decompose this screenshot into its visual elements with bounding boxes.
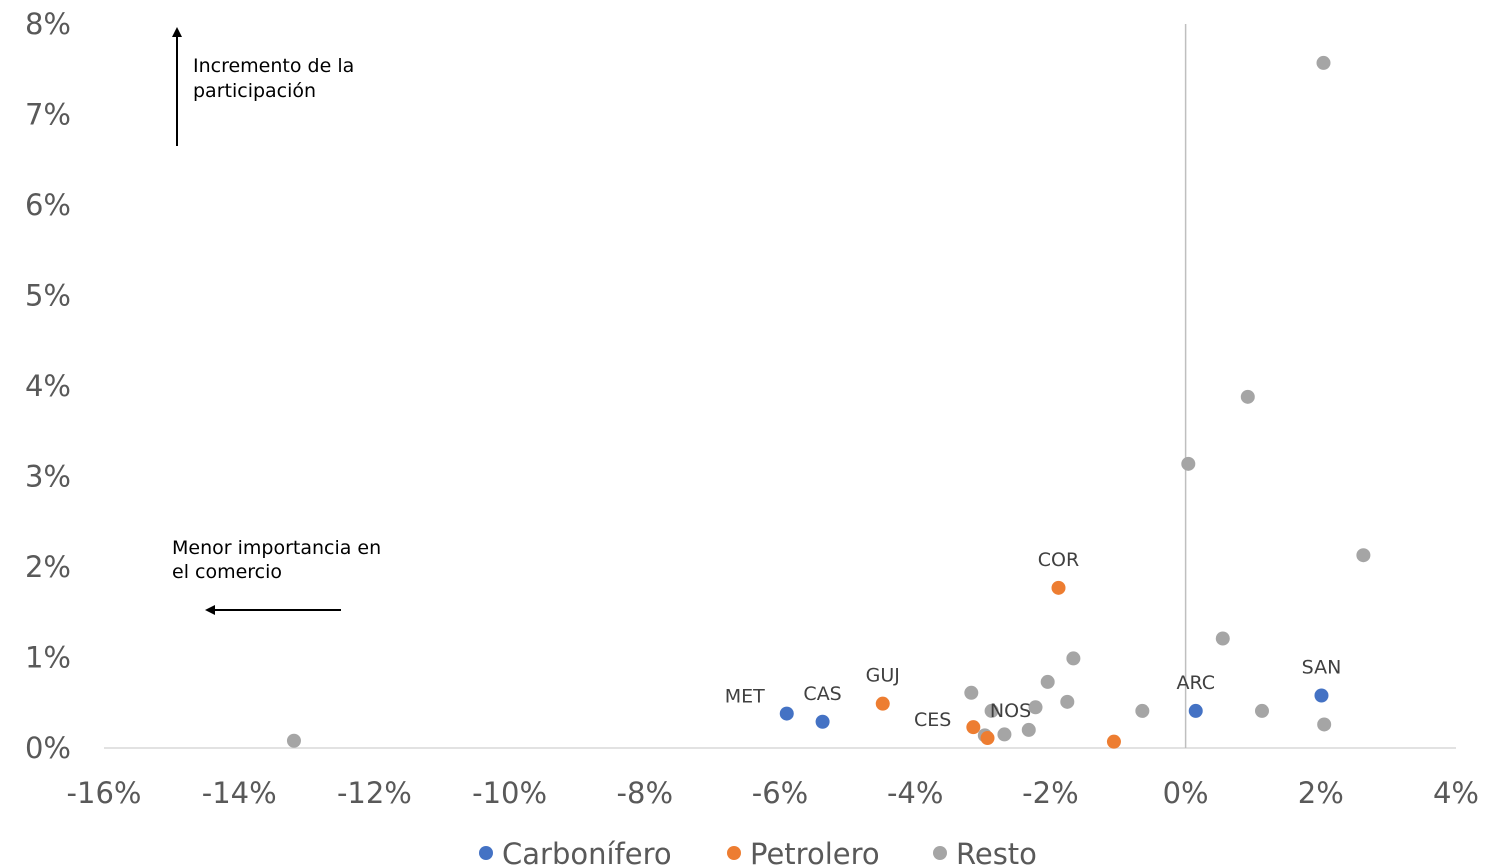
data-label: MET — [725, 686, 765, 708]
x-tick-label: 4% — [1433, 776, 1479, 810]
legend-item-resto: Resto — [933, 837, 1037, 868]
data-point — [1240, 389, 1255, 404]
annotation-less-importance: Menor importancia en el comercio — [172, 537, 381, 615]
y-axis-tick-labels: 0% 1% 2% 3% 4% 5% 6% 7% 8% — [25, 7, 71, 765]
x-tick-label: -14% — [202, 776, 277, 810]
x-axis-tick-labels: -16% -14% -12% -10% -8% -6% -4% -2% 0% 2% 4% — [67, 776, 1479, 810]
annotation-line: Menor importancia en — [172, 537, 381, 559]
data-point — [1181, 456, 1196, 471]
data-point — [997, 727, 1012, 742]
y-tick-label: 6% — [25, 188, 71, 222]
annotation-increase-share: Incremento de la participación — [172, 27, 354, 146]
x-tick-label: -12% — [337, 776, 412, 810]
data-point — [1356, 548, 1371, 563]
data-label: NOS — [990, 700, 1031, 722]
data-label: CAS — [803, 683, 841, 705]
data-point — [1317, 717, 1332, 732]
x-tick-label: -16% — [67, 776, 142, 810]
data-point — [779, 706, 794, 721]
y-tick-label: 5% — [25, 279, 71, 313]
data-point — [1106, 734, 1121, 749]
legend-label: Carbonífero — [502, 837, 672, 868]
data-point — [1051, 580, 1066, 595]
data-points — [286, 55, 1371, 749]
x-tick-label: -2% — [1022, 776, 1078, 810]
data-point — [1066, 651, 1081, 666]
data-point — [980, 731, 995, 746]
data-point — [1060, 694, 1075, 709]
data-label: GUJ — [866, 665, 900, 687]
legend-marker — [479, 846, 493, 860]
data-point — [1316, 55, 1331, 70]
x-tick-label: -6% — [752, 776, 808, 810]
legend-marker — [727, 846, 741, 860]
annotation-line: Incremento de la — [193, 55, 354, 77]
legend-item-petrolero: Petrolero — [727, 837, 880, 868]
data-point — [964, 685, 979, 700]
data-point — [875, 696, 890, 711]
legend: Carbonífero Petrolero Resto — [479, 837, 1037, 868]
y-tick-label: 4% — [25, 369, 71, 403]
y-tick-label: 2% — [25, 550, 71, 584]
legend-marker — [933, 846, 947, 860]
data-point — [1028, 700, 1043, 715]
data-label: CES — [914, 709, 951, 731]
data-point — [1215, 631, 1230, 646]
x-tick-label: -8% — [617, 776, 673, 810]
legend-item-carbonifero: Carbonífero — [479, 837, 672, 868]
data-point — [1188, 703, 1203, 718]
y-tick-label: 7% — [25, 98, 71, 132]
y-tick-label: 1% — [25, 641, 71, 675]
legend-label: Petrolero — [750, 837, 880, 868]
y-tick-label: 8% — [25, 7, 71, 41]
y-tick-label: 3% — [25, 460, 71, 494]
data-point — [815, 714, 830, 729]
data-point — [1254, 703, 1269, 718]
data-label: SAN — [1302, 657, 1342, 679]
data-label: ARC — [1176, 672, 1215, 694]
data-label: COR — [1038, 549, 1079, 571]
y-tick-label: 0% — [25, 731, 71, 765]
data-point — [1021, 722, 1036, 737]
data-point — [984, 703, 999, 718]
annotation-line: el comercio — [172, 561, 282, 583]
x-tick-label: 2% — [1298, 776, 1344, 810]
data-point — [1040, 674, 1055, 689]
data-point — [1314, 688, 1329, 703]
x-tick-label: 0% — [1163, 776, 1209, 810]
legend-label: Resto — [956, 837, 1037, 868]
data-point — [1135, 703, 1150, 718]
data-point-labels: MET CAS ARC SAN GUJ CES NOS COR — [725, 549, 1342, 731]
data-point — [286, 733, 301, 748]
x-tick-label: -10% — [472, 776, 547, 810]
x-tick-label: -4% — [887, 776, 943, 810]
annotation-line: participación — [193, 80, 316, 102]
data-point — [966, 720, 981, 735]
